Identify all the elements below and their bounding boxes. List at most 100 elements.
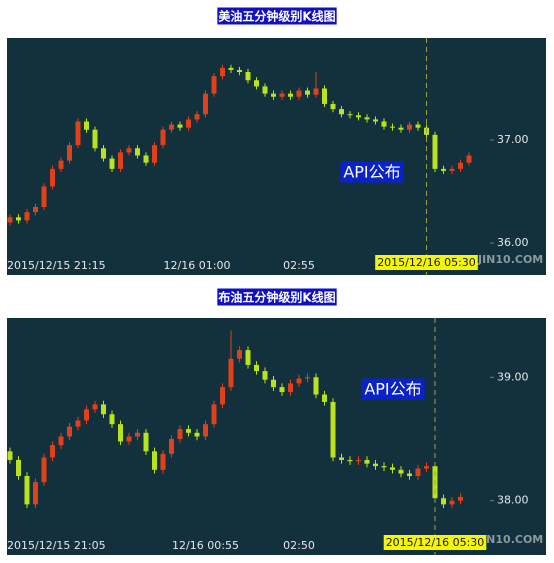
candle-body <box>126 436 132 442</box>
candle-body <box>194 432 200 437</box>
x-tick-label: 2015/12/15 21:05 <box>7 539 106 552</box>
candle-body <box>228 67 234 70</box>
candle-body <box>245 350 251 365</box>
candle-body <box>143 155 149 163</box>
candle-body <box>152 145 157 163</box>
candle-body <box>41 457 47 483</box>
candle-body <box>186 119 191 128</box>
candle-body <box>339 109 344 115</box>
candle-body <box>305 90 310 95</box>
candle-body <box>41 186 47 207</box>
y-tick-label: 37.00 <box>497 133 529 146</box>
candle-body <box>75 121 81 146</box>
candle-body <box>330 103 336 110</box>
candle-body <box>296 378 302 384</box>
candle-body <box>84 409 89 421</box>
candle-body <box>50 445 55 458</box>
candle-body <box>356 115 361 118</box>
chart-title: 美油五分钟级别K线图 <box>218 9 335 24</box>
candle-body <box>160 129 166 146</box>
candle-body <box>58 160 64 169</box>
candle-body <box>432 134 438 169</box>
candle-body <box>152 451 157 470</box>
x-tick-label: 02:55 <box>283 259 315 272</box>
candle-body <box>407 124 412 130</box>
x-tick-label-highlight-box <box>375 255 478 270</box>
candle-body <box>322 394 327 402</box>
candle-body <box>220 387 225 405</box>
candle-body <box>330 401 336 458</box>
candle-body <box>254 364 259 372</box>
candle-body <box>143 432 149 452</box>
candle-body <box>313 377 319 395</box>
x-tick-label: 12/16 01:00 <box>164 259 231 272</box>
candle-body <box>288 383 293 393</box>
candle-body <box>228 358 234 388</box>
candle-body <box>271 379 276 388</box>
watermark: JIN10.COM <box>477 253 543 266</box>
candle-body <box>58 436 64 446</box>
candle-body <box>449 168 455 171</box>
candle-body <box>279 93 285 97</box>
candle-body <box>84 121 89 130</box>
candle-body <box>186 429 191 433</box>
candle-body <box>364 459 370 464</box>
candle-body <box>126 148 132 153</box>
candle-body <box>288 93 293 97</box>
x-tick-label: 2015/12/15 21:15 <box>7 259 106 272</box>
candle-body <box>203 93 208 115</box>
candle-body <box>50 168 55 187</box>
chart-title-box <box>217 288 337 306</box>
candle-body <box>92 404 98 410</box>
candle-body <box>262 86 268 94</box>
candle-body <box>135 148 140 156</box>
candle-body <box>466 155 472 163</box>
candle-body <box>7 451 13 460</box>
candle-body <box>458 162 463 169</box>
candle-body <box>220 67 225 77</box>
annotation-box <box>361 378 425 400</box>
candle-body <box>305 377 310 379</box>
candle-body <box>364 117 370 120</box>
candle-body <box>118 152 123 169</box>
candle-body <box>16 459 21 476</box>
candle-body <box>245 72 251 81</box>
candle-body <box>67 145 72 161</box>
candle-body <box>296 90 302 97</box>
candle-body <box>313 88 319 95</box>
x-tick-label: 02:50 <box>283 539 315 552</box>
annotation: API公布 <box>343 163 400 182</box>
candle-body <box>33 482 38 505</box>
x-tick-label-highlight: 2015/12/16 05:30 <box>377 256 476 269</box>
candle-body <box>135 432 140 437</box>
candle-body <box>398 469 404 474</box>
candle-body <box>381 121 387 127</box>
candle-body <box>441 168 446 171</box>
annotation-box <box>340 161 404 183</box>
x-tick-label: 12/16 00:55 <box>172 539 239 552</box>
candle-body <box>398 127 404 130</box>
candle-body <box>211 76 217 94</box>
candle-body <box>33 206 38 213</box>
candle-body <box>109 414 115 425</box>
candle-body <box>458 496 463 501</box>
candle-body <box>254 80 259 87</box>
candle-body <box>7 217 13 223</box>
panel-background <box>7 318 546 555</box>
annotation: API公布 <box>364 380 421 399</box>
candle-body <box>339 457 344 460</box>
candle-body <box>109 158 115 169</box>
candle-body <box>347 459 353 462</box>
candle-body <box>279 387 285 393</box>
panel-background <box>7 38 546 275</box>
candle-body <box>211 404 217 425</box>
candle-body <box>203 424 208 437</box>
candle-body <box>415 468 421 476</box>
x-tick-label-highlight-box <box>383 535 487 550</box>
candle-body <box>322 88 327 104</box>
candle-body <box>271 93 276 97</box>
candle-body <box>75 420 81 427</box>
candle-body <box>169 124 174 130</box>
candle-body <box>101 148 106 159</box>
candle-body <box>101 404 106 415</box>
